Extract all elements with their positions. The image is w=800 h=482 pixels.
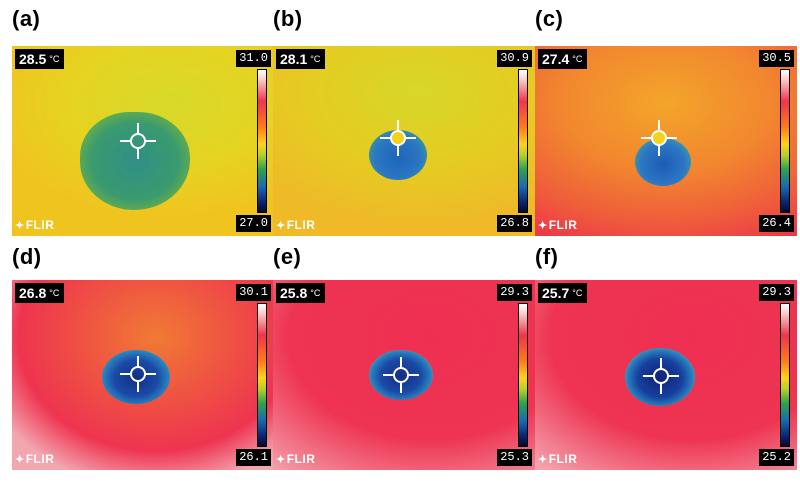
- color-scale-bar: [780, 303, 790, 447]
- scale-max: 30.5: [759, 50, 794, 67]
- panel-c: (c) 27.4 °C 30.5 26.4 ✦FLIR: [535, 6, 797, 238]
- color-scale-bar: [780, 69, 790, 213]
- color-scale-bar: [257, 69, 267, 213]
- temperature-reading: 28.1 °C: [276, 49, 326, 69]
- crosshair-icon: [641, 120, 677, 156]
- scale-min: 25.2: [759, 449, 794, 466]
- scale-min: 26.8: [497, 215, 532, 232]
- flir-logo-icon: ✦FLIR: [538, 218, 578, 232]
- flir-logo-icon: ✦FLIR: [276, 218, 316, 232]
- color-scale-bar: [518, 69, 528, 213]
- temperature-reading: 25.7 °C: [538, 283, 588, 303]
- scale-max: 30.9: [497, 50, 532, 67]
- scale-max: 29.3: [497, 284, 532, 301]
- scale-max: 29.3: [759, 284, 794, 301]
- flir-logo-icon: ✦FLIR: [276, 452, 316, 466]
- thermal-image: 28.5 °C 31.0 27.0 ✦FLIR: [12, 46, 274, 236]
- temperature-reading: 28.5 °C: [15, 49, 65, 69]
- color-scale-bar: [257, 303, 267, 447]
- scale-max: 30.1: [236, 284, 271, 301]
- cold-spot: [102, 350, 170, 404]
- panel-label: (d): [12, 244, 42, 269]
- flir-logo-icon: ✦FLIR: [538, 452, 578, 466]
- cold-spot: [80, 112, 190, 210]
- panel-label: (a): [12, 6, 41, 31]
- cold-spot: [635, 138, 691, 186]
- scale-min: 25.3: [497, 449, 532, 466]
- thermal-image: 25.8 °C 29.3 25.3 ✦FLIR: [273, 280, 535, 470]
- thermal-image: 27.4 °C 30.5 26.4 ✦FLIR: [535, 46, 797, 236]
- crosshair-icon: [120, 356, 156, 392]
- temperature-reading: 26.8 °C: [15, 283, 65, 303]
- panel-label: (c): [535, 6, 564, 31]
- crosshair-icon: [120, 123, 156, 159]
- panel-f: (f) 25.7 °C 29.3 25.2 ✦FLIR: [535, 244, 797, 476]
- scale-min: 26.4: [759, 215, 794, 232]
- flir-logo-icon: ✦FLIR: [15, 218, 55, 232]
- panel-b: (b) 28.1 °C 30.9 26.8 ✦FLIR: [273, 6, 535, 238]
- crosshair-icon: [643, 358, 679, 394]
- crosshair-icon: [383, 357, 419, 393]
- cold-spot: [625, 348, 695, 406]
- panel-label: (f): [535, 244, 559, 269]
- scale-max: 31.0: [236, 50, 271, 67]
- flir-logo-icon: ✦FLIR: [15, 452, 55, 466]
- thermal-image: 25.7 °C 29.3 25.2 ✦FLIR: [535, 280, 797, 470]
- thermal-image: 26.8 °C 30.1 26.1 ✦FLIR: [12, 280, 274, 470]
- panel-label: (e): [273, 244, 302, 269]
- scale-min: 26.1: [236, 449, 271, 466]
- scale-min: 27.0: [236, 215, 271, 232]
- temperature-reading: 27.4 °C: [538, 49, 588, 69]
- panel-label: (b): [273, 6, 303, 31]
- thermal-image: 28.1 °C 30.9 26.8 ✦FLIR: [273, 46, 535, 236]
- color-scale-bar: [518, 303, 528, 447]
- panel-d: (d) 26.8 °C 30.1 26.1 ✦FLIR: [12, 244, 274, 476]
- crosshair-icon: [380, 120, 416, 156]
- temperature-reading: 25.8 °C: [276, 283, 326, 303]
- panel-a: (a) 28.5 °C 31.0 27.0 ✦FLIR: [12, 6, 274, 238]
- panel-e: (e) 25.8 °C 29.3 25.3 ✦FLIR: [273, 244, 535, 476]
